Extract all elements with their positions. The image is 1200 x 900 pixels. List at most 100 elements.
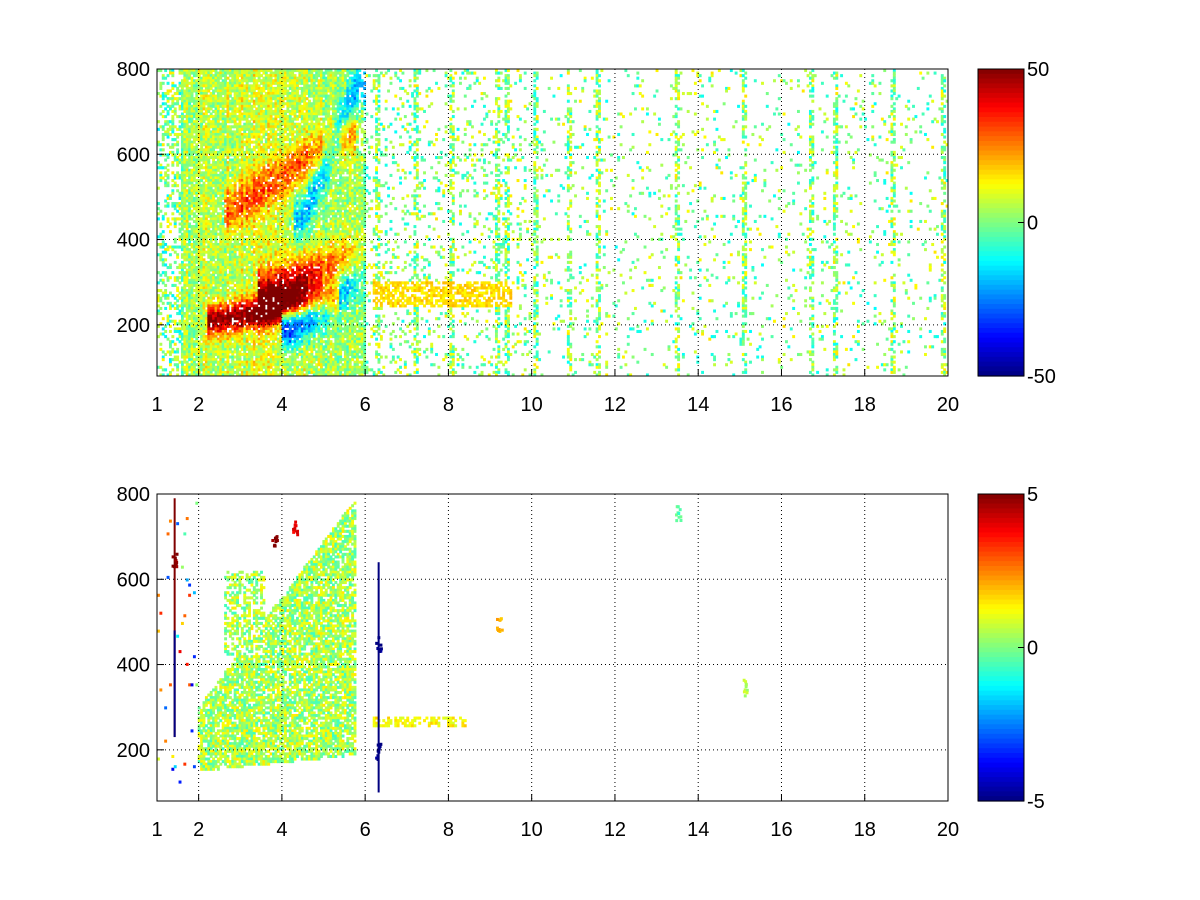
heatmap-cell — [245, 283, 249, 287]
heatmap-cell — [257, 176, 261, 180]
heatmap-cell — [228, 86, 232, 90]
heatmap-cell — [264, 81, 268, 85]
heatmap-cell — [276, 202, 280, 206]
heatmap-cell — [159, 148, 163, 152]
heatmap-cell — [168, 306, 172, 310]
heatmap-cell — [269, 86, 273, 90]
heatmap-cell — [233, 283, 237, 287]
heatmap-cell — [214, 368, 218, 372]
heatmap-cell — [176, 253, 180, 257]
heatmap-cell — [267, 217, 271, 221]
heatmap-cell — [233, 163, 237, 167]
heatmap-cell — [190, 286, 194, 290]
heatmap-cell — [245, 122, 249, 126]
heatmap-cell — [262, 263, 266, 267]
heatmap-cell — [260, 86, 263, 90]
heatmap-cell — [214, 370, 218, 374]
heatmap-cell — [228, 332, 232, 336]
heatmap-cell — [262, 145, 266, 149]
heatmap-cell — [214, 283, 218, 287]
heatmap-cell — [260, 189, 263, 193]
heatmap-cell — [219, 109, 223, 113]
heatmap-cell — [185, 145, 189, 149]
heatmap-cell — [228, 219, 232, 223]
heatmap-cell — [262, 265, 266, 270]
heatmap-cell — [195, 355, 199, 359]
heatmap-cell — [192, 322, 196, 326]
heatmap-cell — [250, 204, 254, 208]
heatmap-cell — [264, 317, 268, 321]
heatmap-cell — [183, 158, 187, 162]
heatmap-cell — [207, 161, 211, 165]
heatmap-cell — [180, 153, 184, 157]
heatmap-cell — [180, 306, 184, 310]
heatmap-cell — [202, 301, 206, 305]
heatmap-cell — [180, 335, 184, 339]
heatmap-cell — [180, 345, 184, 349]
heatmap-cell — [195, 253, 199, 257]
heatmap-cell — [255, 99, 259, 103]
heatmap-cell — [204, 207, 208, 211]
heatmap-cell — [216, 225, 220, 229]
heatmap-cell — [183, 265, 187, 270]
heatmap-cell — [276, 219, 280, 223]
heatmap-cell — [257, 161, 261, 165]
heatmap-cell — [209, 253, 213, 257]
heatmap-cell — [216, 94, 220, 98]
heatmap-cell — [257, 158, 261, 162]
heatmap-cell — [176, 265, 180, 270]
heatmap-cell — [267, 363, 271, 367]
heatmap-cell — [248, 296, 251, 300]
heatmap-cell — [224, 94, 228, 98]
heatmap-cell — [214, 97, 218, 101]
heatmap-cell — [200, 207, 204, 211]
heatmap-cell — [264, 232, 268, 236]
heatmap-cell — [221, 324, 225, 328]
heatmap-cell — [272, 181, 275, 185]
heatmap-cell — [214, 222, 218, 226]
heatmap-cell — [274, 179, 278, 183]
heatmap-cell — [240, 102, 244, 106]
heatmap-cell — [180, 166, 184, 170]
heatmap-cell — [252, 189, 256, 193]
heatmap-cell — [228, 150, 232, 154]
heatmap-cell — [252, 225, 256, 229]
heatmap-cell — [209, 112, 213, 116]
heatmap-cell — [279, 265, 283, 270]
heatmap-cell — [231, 248, 235, 252]
heatmap-cell — [183, 173, 187, 177]
heatmap-cell — [188, 120, 192, 124]
heatmap-cell — [274, 112, 278, 116]
heatmap-cell — [176, 204, 180, 208]
heatmap-cell — [224, 117, 228, 121]
heatmap-cell — [214, 89, 218, 93]
heatmap-cell — [243, 225, 247, 229]
heatmap-cell — [272, 248, 275, 252]
heatmap-cell — [274, 145, 278, 149]
heatmap-cell — [216, 173, 220, 177]
heatmap-cell — [276, 71, 280, 75]
heatmap-cell — [171, 179, 175, 183]
heatmap-cell — [212, 109, 216, 113]
heatmap-cell — [180, 263, 184, 267]
heatmap-cell — [238, 199, 242, 203]
heatmap-cell — [202, 242, 206, 247]
heatmap-cell — [216, 304, 220, 308]
heatmap-cell — [255, 153, 259, 157]
heatmap-cell — [200, 179, 204, 183]
heatmap-cell — [219, 324, 223, 328]
heatmap-cell — [176, 97, 180, 101]
heatmap-cell — [233, 335, 237, 339]
heatmap-cell — [236, 304, 239, 308]
heatmap-cell — [255, 132, 259, 137]
heatmap-cell — [281, 71, 285, 75]
heatmap-cell — [221, 327, 225, 331]
heatmap-cell — [209, 176, 213, 180]
heatmap-cell — [195, 304, 199, 308]
heatmap-cell — [190, 81, 194, 85]
heatmap-cell — [190, 84, 194, 88]
heatmap-cell — [245, 181, 249, 185]
heatmap-cell — [233, 255, 237, 259]
heatmap-cell — [207, 299, 211, 303]
heatmap-cell — [226, 97, 230, 101]
